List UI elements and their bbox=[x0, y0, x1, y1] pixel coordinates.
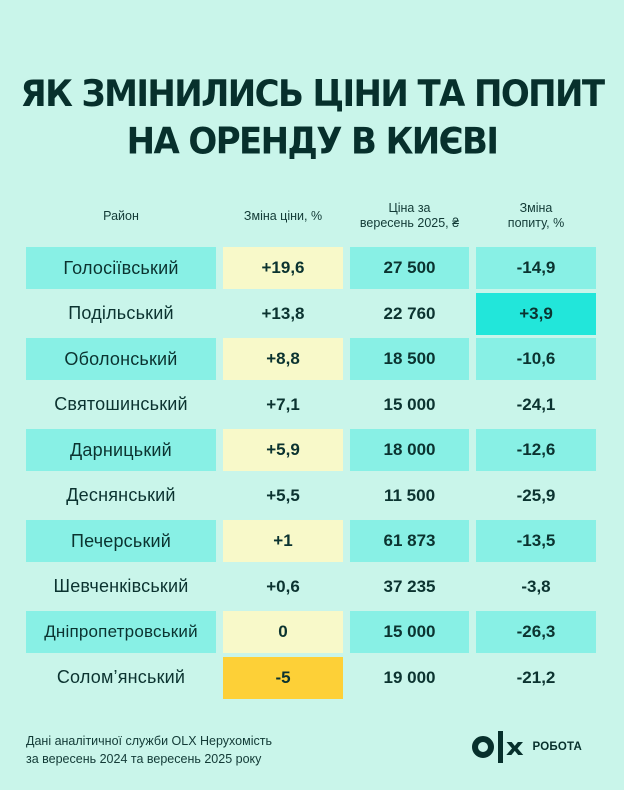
price-cell: 15 000 bbox=[383, 394, 436, 414]
olx-logo-bar-icon bbox=[498, 731, 503, 763]
demand-change-cell: -14,9 bbox=[476, 247, 596, 289]
table-row: Шевченківський +0,6 37 235 -3,8 bbox=[0, 566, 624, 608]
price-cell: 18 000 bbox=[350, 429, 469, 471]
rent-table: Голосіївський +19,6 27 500 -14,9 Подільс… bbox=[0, 247, 624, 702]
header-price-change: Зміна ціни, % bbox=[243, 208, 323, 223]
table-header: Район Зміна ціни, % Ціна за вересень 202… bbox=[0, 196, 624, 236]
page-title: ЯК ЗМІНИЛИСЬ ЦІНИ ТА ПОПИТ НА ОРЕНДУ В К… bbox=[0, 70, 624, 165]
district-cell: Дарницький bbox=[26, 429, 216, 471]
table-row: Оболонський +8,8 18 500 -10,6 bbox=[0, 338, 624, 380]
district-cell: Шевченківський bbox=[53, 576, 189, 596]
demand-change-cell: -13,5 bbox=[476, 520, 596, 562]
price-change-cell: +1 bbox=[223, 520, 343, 562]
header-demand-change: Зміна попиту, % bbox=[507, 201, 565, 230]
table-row: Печерський +1 61 873 -13,5 bbox=[0, 520, 624, 562]
price-change-cell: +19,6 bbox=[223, 247, 343, 289]
price-change-cell: +5,5 bbox=[266, 485, 300, 505]
logo-label: РОБОТА bbox=[532, 741, 582, 753]
district-cell: Солом’янський bbox=[56, 667, 186, 687]
price-cell: 19 000 bbox=[383, 667, 436, 687]
price-change-cell: +8,8 bbox=[223, 338, 343, 380]
demand-change-cell: +3,9 bbox=[476, 292, 596, 335]
demand-change-cell: -26,3 bbox=[476, 611, 596, 653]
price-cell: 22 760 bbox=[383, 303, 436, 323]
price-cell: 18 500 bbox=[350, 338, 469, 380]
source-note-line-1: Дані аналітичної служби OLX Нерухомість bbox=[26, 734, 272, 748]
price-cell: 61 873 bbox=[350, 520, 469, 562]
olx-logo-o-icon bbox=[472, 736, 494, 758]
demand-change-cell: -21,2 bbox=[516, 667, 556, 687]
district-cell: Дніпропетровський bbox=[26, 611, 216, 653]
price-change-cell: +7,1 bbox=[266, 394, 300, 414]
price-change-cell: +0,6 bbox=[266, 576, 300, 596]
title-line-1: ЯК ЗМІНИЛИСЬ ЦІНИ ТА ПОПИТ bbox=[20, 72, 606, 116]
price-cell: 27 500 bbox=[350, 247, 469, 289]
table-row: Деснянський +5,5 11 500 -25,9 bbox=[0, 475, 624, 517]
district-cell: Святошинський bbox=[54, 394, 188, 414]
table-row: Голосіївський +19,6 27 500 -14,9 bbox=[0, 247, 624, 289]
table-row: Подільський +13,8 22 760 +3,9 bbox=[0, 292, 624, 335]
price-cell: 15 000 bbox=[350, 611, 469, 653]
district-cell: Голосіївський bbox=[26, 247, 216, 289]
table-row: Святошинський +7,1 15 000 -24,1 bbox=[0, 384, 624, 426]
demand-change-cell: -24,1 bbox=[516, 394, 556, 414]
table-row: Дарницький +5,9 18 000 -12,6 bbox=[0, 429, 624, 471]
district-cell: Подільський bbox=[68, 303, 174, 323]
demand-change-cell: -25,9 bbox=[516, 485, 556, 505]
source-note: Дані аналітичної служби OLX Нерухомість … bbox=[26, 732, 272, 768]
source-note-line-2: за вересень 2024 та вересень 2025 року bbox=[26, 752, 262, 766]
price-change-cell: +5,9 bbox=[223, 429, 343, 471]
title-line-2: НА ОРЕНДУ В КИЄВІ bbox=[126, 120, 499, 164]
price-change-cell: 0 bbox=[223, 611, 343, 653]
table-row: Дніпропетровський 0 15 000 -26,3 bbox=[0, 611, 624, 653]
demand-change-cell: -3,8 bbox=[521, 576, 551, 596]
district-cell: Оболонський bbox=[26, 338, 216, 380]
header-district: Район bbox=[103, 208, 139, 223]
demand-change-cell: -10,6 bbox=[476, 338, 596, 380]
price-cell: 37 235 bbox=[383, 576, 436, 596]
olx-robota-logo: x РОБОТА bbox=[472, 730, 582, 764]
table-row: Солом’янський -5 19 000 -21,2 bbox=[0, 656, 624, 699]
header-price: Ціна за вересень 2025, ₴ bbox=[359, 201, 460, 230]
demand-change-cell: -12,6 bbox=[476, 429, 596, 471]
district-cell: Деснянський bbox=[66, 485, 176, 505]
price-change-cell: -5 bbox=[223, 656, 343, 699]
district-cell: Печерський bbox=[26, 520, 216, 562]
price-change-cell: +13,8 bbox=[261, 303, 305, 323]
olx-logo-x-icon: x bbox=[505, 733, 524, 761]
price-cell: 11 500 bbox=[383, 485, 436, 505]
